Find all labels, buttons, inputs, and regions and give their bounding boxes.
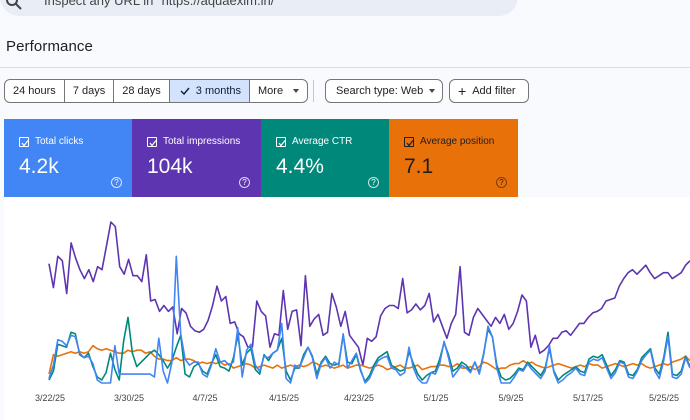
page-title: Performance bbox=[6, 38, 93, 55]
search-placeholder[interactable]: Inspect any URL in "https://aquaexim.in/… bbox=[44, 0, 279, 8]
x-tick-label: 4/7/25 bbox=[192, 393, 217, 403]
toolbar-divider bbox=[313, 80, 314, 102]
help-icon[interactable]: ? bbox=[239, 177, 250, 188]
search-type-label: Search type: Web bbox=[336, 85, 424, 97]
date-option-label: 28 days bbox=[122, 85, 161, 97]
metric-card-total-clicks[interactable]: Total clicks 4.2k ? bbox=[4, 119, 132, 197]
x-tick-label: 5/17/25 bbox=[573, 393, 603, 403]
date-option-label: 24 hours bbox=[13, 85, 56, 97]
search-bar[interactable]: Inspect any URL in "https://aquaexim.in/… bbox=[0, 0, 518, 16]
x-tick-label: 5/1/25 bbox=[423, 393, 448, 403]
x-tick-label: 5/25/25 bbox=[649, 393, 679, 403]
metric-label: Average position bbox=[420, 136, 495, 147]
x-tick-label: 5/9/25 bbox=[498, 393, 523, 403]
metric-value: 4.4% bbox=[276, 155, 324, 178]
date-option-more[interactable]: More bbox=[250, 80, 307, 102]
metric-value: 4.2k bbox=[19, 155, 59, 178]
search-icon bbox=[6, 0, 22, 10]
checkbox-icon[interactable] bbox=[19, 137, 29, 147]
date-option-3-months[interactable]: 3 months bbox=[169, 80, 251, 102]
metric-label: Total clicks bbox=[35, 136, 84, 147]
series-line-2 bbox=[48, 316, 690, 383]
chevron-down-icon bbox=[429, 89, 436, 93]
divider bbox=[0, 67, 690, 68]
date-option-24-hours[interactable]: 24 hours bbox=[5, 80, 65, 102]
date-option-label: More bbox=[258, 85, 284, 97]
x-tick-label: 4/23/25 bbox=[344, 393, 374, 403]
x-tick-label: 4/15/25 bbox=[269, 393, 299, 403]
x-tick-label: 3/22/25 bbox=[35, 393, 65, 403]
metric-card-average-position[interactable]: Average position 7.1 ? bbox=[389, 119, 518, 197]
checkbox-icon[interactable] bbox=[276, 137, 286, 147]
metric-value: 104k bbox=[147, 155, 193, 178]
metric-card-total-impressions[interactable]: Total impressions 104k ? bbox=[132, 119, 261, 197]
performance-chart[interactable]: 3/22/25 3/30/25 4/7/25 4/15/25 4/23/25 5/1/25… bbox=[4, 197, 690, 420]
metric-value: 7.1 bbox=[404, 155, 434, 178]
add-filter-label: Add filter bbox=[472, 85, 516, 97]
metric-label: Average CTR bbox=[292, 136, 353, 147]
checkbox-icon[interactable] bbox=[404, 137, 414, 147]
date-option-label: 3 months bbox=[195, 85, 242, 97]
help-icon[interactable]: ? bbox=[368, 177, 379, 188]
date-option-28-days[interactable]: 28 days bbox=[114, 80, 170, 102]
help-icon[interactable]: ? bbox=[496, 177, 507, 188]
metric-label: Total impressions bbox=[163, 136, 241, 147]
line-chart: 3/22/25 3/30/25 4/7/25 4/15/25 4/23/25 5/1/25… bbox=[35, 221, 690, 403]
metric-cards: Total clicks 4.2k ? Total impressions 10… bbox=[4, 119, 518, 197]
series-line-0 bbox=[48, 221, 690, 366]
checkbox-icon[interactable] bbox=[147, 137, 157, 147]
help-icon[interactable]: ? bbox=[111, 177, 122, 188]
date-option-label: 7 days bbox=[72, 85, 106, 97]
add-filter-button[interactable]: + Add filter bbox=[449, 79, 529, 103]
search-type-filter[interactable]: Search type: Web bbox=[325, 79, 443, 103]
date-range-selector[interactable]: 24 hours 7 days 28 days 3 months More bbox=[4, 79, 309, 103]
x-tick-label: 3/30/25 bbox=[114, 393, 144, 403]
series-line-3 bbox=[48, 255, 690, 384]
plus-icon: + bbox=[458, 83, 467, 99]
metric-card-average-ctr[interactable]: Average CTR 4.4% ? bbox=[261, 119, 389, 197]
date-option-7-days[interactable]: 7 days bbox=[65, 80, 115, 102]
chevron-down-icon bbox=[293, 89, 300, 93]
checkmark-icon bbox=[180, 87, 190, 95]
